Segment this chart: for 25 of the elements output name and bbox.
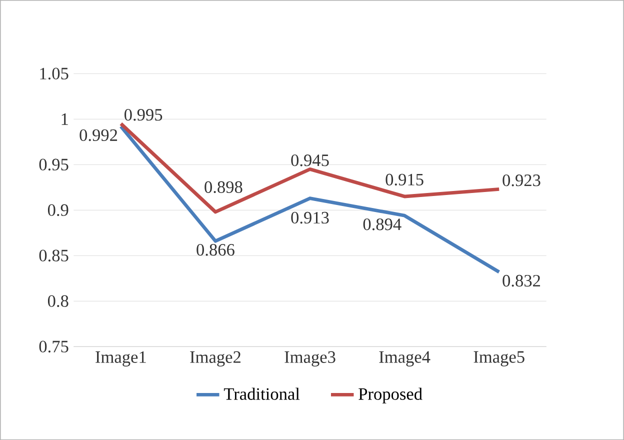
data-label: 0.915 xyxy=(386,174,424,186)
x-tick-label: Image1 xyxy=(96,351,146,366)
y-tick-label: 0.75 xyxy=(39,340,68,352)
x-tick-label: Image2 xyxy=(190,351,240,366)
y-tick-label: 0.8 xyxy=(48,295,68,307)
y-tick-label: 0.95 xyxy=(39,158,68,170)
data-label: 0.832 xyxy=(502,274,540,287)
data-label: 0.898 xyxy=(204,181,242,193)
y-tick-label: 1 xyxy=(62,113,68,125)
data-label: 0.945 xyxy=(291,154,329,166)
y-tick-label: 0.9 xyxy=(48,204,68,216)
legend-label: Proposed xyxy=(358,388,422,404)
data-label: 0.894 xyxy=(363,218,402,230)
x-tick-label: Image5 xyxy=(474,351,524,366)
x-tick-label: Image4 xyxy=(379,351,430,366)
y-tick-label: 1.05 xyxy=(40,68,68,80)
data-label: 0.866 xyxy=(196,244,234,256)
legend-label: Traditional xyxy=(224,388,300,400)
data-label: 0.923 xyxy=(502,174,540,186)
data-label: 0.913 xyxy=(291,212,329,224)
line-series xyxy=(119,124,501,274)
y-tick-label: 0.85 xyxy=(39,250,68,262)
data-label: 0.995 xyxy=(124,108,162,121)
data-label: 0.992 xyxy=(80,129,118,141)
x-tick-label: Image3 xyxy=(284,351,336,366)
